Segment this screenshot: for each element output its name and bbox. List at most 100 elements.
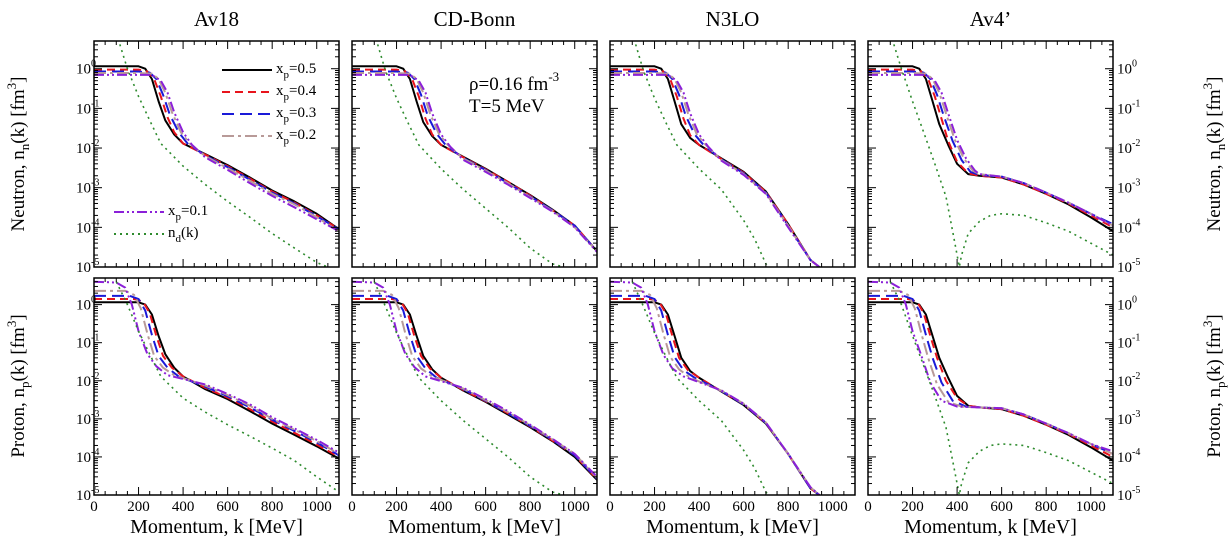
y-tick-label: 10-2 xyxy=(1117,371,1140,390)
y-tick-label: 10-1 xyxy=(1117,98,1140,117)
series-line-x02 xyxy=(610,289,821,495)
y-tick-label-exponent: -1 xyxy=(91,98,99,109)
y-tick-label-exponent: -1 xyxy=(1132,333,1140,344)
legend-label-value: =0.4 xyxy=(289,83,317,99)
y-tick-label-base: 10 xyxy=(1117,62,1132,78)
y-label-neutron-left: Neutron, nn(k) [fm3] xyxy=(4,77,32,232)
y-tick-label-base: 10 xyxy=(1117,220,1132,236)
x-tick-label: 1000 xyxy=(302,499,332,515)
legend-label-subscript: d xyxy=(176,233,182,245)
series-line-x01 xyxy=(610,73,820,267)
series-line-x01 xyxy=(868,280,1113,453)
y-tick-label-exponent: -2 xyxy=(91,371,99,382)
series-line-x03 xyxy=(610,70,820,267)
series-line-nd xyxy=(633,41,769,267)
y-tick-label-exponent: -3 xyxy=(1132,178,1140,189)
legend-label-value: =0.5 xyxy=(289,61,316,77)
series-line-x02 xyxy=(610,72,820,267)
y-label-proton-left-superscript: 3 xyxy=(4,321,19,328)
legend-label-4: xp=0.1 xyxy=(168,203,208,223)
panel-frame xyxy=(609,40,856,268)
y-tick-label: 10-1 xyxy=(1117,333,1140,352)
panel-proton-2: 0 200 400 600 800 1000 xyxy=(606,277,856,515)
y-label-proton-right-superscript: 3 xyxy=(1200,321,1215,328)
x-axis-label-3: Momentum, k [MeV] xyxy=(904,516,1077,538)
y-tick-label-exponent: 0 xyxy=(1132,295,1137,306)
y-tick-label-exponent: -5 xyxy=(1132,257,1140,268)
legend: xp=0.5xp=0.4xp=0.3xp=0.2xp=0.1nd(k) xyxy=(114,61,317,245)
y-label-neutron-right-part: (k) [fm xyxy=(1204,89,1225,144)
y-tick-label: 10-2 xyxy=(76,371,99,390)
x-tick-label: 1000 xyxy=(818,499,848,515)
x-tick-label: 600 xyxy=(732,499,755,515)
y-tick-label-base: 10 xyxy=(1117,260,1132,276)
series-line-x05 xyxy=(610,301,820,495)
series-line-x03 xyxy=(868,70,1113,226)
y-tick-label-base: 10 xyxy=(1117,450,1132,466)
series-line-nd xyxy=(375,41,564,267)
column-titles: Av18 CD-Bonn N3LO Av4’ xyxy=(194,7,1011,31)
y-tick-label-base: 10 xyxy=(76,336,91,352)
series-line-x05 xyxy=(352,301,597,481)
y-tick-label-base: 10 xyxy=(76,298,91,314)
y-tick-label-exponent: -1 xyxy=(91,333,99,344)
x-tick-label: 200 xyxy=(385,499,408,515)
y-tick-label: 10-3 xyxy=(1117,409,1140,428)
legend-label-subscript: p xyxy=(284,91,290,103)
series-line-x03 xyxy=(94,70,339,231)
series-line-x02 xyxy=(94,72,339,233)
legend-label-var: x xyxy=(168,203,176,219)
y-tick-label-base: 10 xyxy=(1117,374,1132,390)
y-tick-label-exponent: -3 xyxy=(91,409,99,420)
x-tick-label: 0 xyxy=(90,499,98,515)
legend-label-var: n xyxy=(168,225,176,241)
y-tick-label-exponent: -2 xyxy=(1132,371,1140,382)
y-tick-label-exponent: -4 xyxy=(1132,447,1140,458)
panel-ticks xyxy=(351,277,598,496)
y-label-neutron-right-part: Neutron, n xyxy=(1204,150,1225,232)
y-tick-label-exponent: -2 xyxy=(91,138,99,149)
annotation: ρ=0.16 fm-3T=5 MeV xyxy=(469,69,559,117)
panel-series xyxy=(868,280,1113,495)
y-tick-label-base: 10 xyxy=(1117,488,1132,504)
y-tick-label: 10-4 xyxy=(1117,217,1140,236)
legend-label-subscript: p xyxy=(284,113,290,125)
y-tick-label-exponent: -4 xyxy=(91,447,99,458)
x-tick-label: 800 xyxy=(261,499,284,515)
annotation-temperature: T=5 MeV xyxy=(469,96,545,117)
legend-label-1: xp=0.4 xyxy=(276,83,317,103)
panel-ticks xyxy=(609,277,856,496)
y-tick-label-base: 10 xyxy=(76,62,91,78)
y-tick-label-exponent: -5 xyxy=(1132,485,1140,496)
y-label-neutron-left-subscript: n xyxy=(17,143,32,150)
y-tick-label-base: 10 xyxy=(1117,101,1132,117)
x-tick-label: 400 xyxy=(946,499,969,515)
y-tick-label: 10-3 xyxy=(1117,178,1140,197)
legend-label-3: xp=0.2 xyxy=(276,127,316,147)
y-tick-label-base: 10 xyxy=(1117,298,1132,314)
y-label-proton-left-subscript: p xyxy=(17,381,32,388)
y-label-proton-left-part: (k) [fm xyxy=(8,327,29,382)
annotation-density-text: ρ=0.16 fm xyxy=(469,74,549,95)
legend-label-value: =0.2 xyxy=(289,127,316,143)
series-line-x01 xyxy=(94,280,339,454)
x-tick-label: 800 xyxy=(519,499,542,515)
legend-label-var: x xyxy=(276,127,284,143)
series-line-x04 xyxy=(352,298,597,480)
y-tick-label-exponent: 0 xyxy=(1132,59,1137,70)
y-label-proton-left: Proton, np(k) [fm3] xyxy=(4,314,32,457)
y-label-neutron-right-part: ] xyxy=(1204,77,1225,83)
y-tick-label: 10-5 xyxy=(1117,485,1140,504)
y-tick-label-exponent: -3 xyxy=(1132,409,1140,420)
x-tick-label: 600 xyxy=(474,499,497,515)
x-tick-label: 800 xyxy=(1035,499,1058,515)
series-line-x02 xyxy=(94,289,339,455)
y-tick-label: 10-3 xyxy=(76,409,99,428)
y-label-proton-left-part: ] xyxy=(8,314,29,320)
legend-label-subscript: p xyxy=(284,69,290,81)
y-tick-label: 10-2 xyxy=(1117,138,1140,157)
column-title-1: CD-Bonn xyxy=(434,7,516,31)
y-tick-label-base: 10 xyxy=(76,181,91,197)
